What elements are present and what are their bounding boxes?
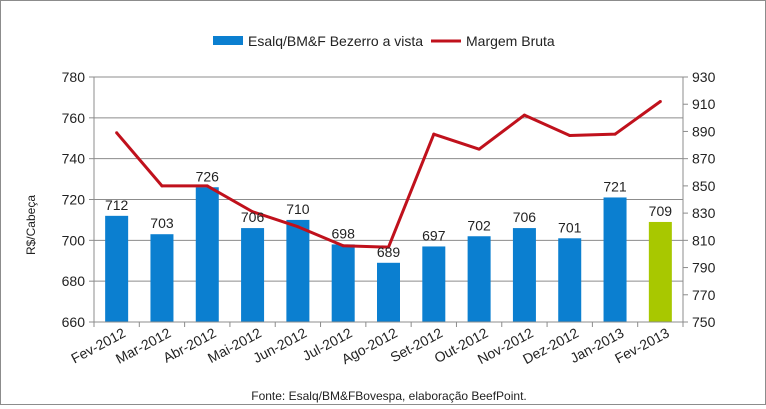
line-point: [296, 225, 300, 229]
y-right-tick-label: 850: [692, 178, 716, 194]
y-right-tick-label: 770: [692, 287, 716, 303]
line-series: [115, 100, 662, 249]
bar: [422, 246, 446, 322]
y-right-tick-label: 890: [692, 123, 716, 139]
line-point: [477, 147, 481, 151]
y-left-tick-label: 660: [62, 314, 86, 330]
line-point: [522, 113, 526, 117]
bar-value-label: 721: [603, 178, 627, 194]
y-left-tick-label: 680: [62, 273, 86, 289]
line-point: [341, 244, 345, 248]
bar-value-label: 726: [196, 168, 220, 184]
bar: [150, 234, 174, 322]
bar-value-label: 706: [241, 209, 265, 225]
line-point: [432, 132, 436, 136]
line-point: [613, 132, 617, 136]
y-right-tick-label: 930: [692, 69, 716, 85]
line-point: [658, 100, 662, 103]
bar-value-label: 706: [513, 209, 537, 225]
bar: [558, 238, 582, 322]
data-labels: 712 703 726 706 710 698 689 697 702 706 701 721 709: [105, 168, 672, 260]
bar: [331, 244, 355, 322]
bar: [467, 236, 491, 322]
bar: [648, 221, 672, 322]
y-left-tick-label: 760: [62, 110, 86, 126]
bar-value-label: 697: [422, 227, 446, 243]
bar: [105, 215, 129, 322]
bar: [603, 197, 627, 322]
y-right-tick-label: 870: [692, 151, 716, 167]
y-left-tick-label: 700: [62, 232, 86, 248]
bar: [377, 262, 400, 322]
line-point: [205, 184, 209, 188]
bar: [195, 187, 219, 322]
y-left-tick-label: 780: [62, 69, 86, 85]
legend: Esalq/BM&F Bezerro a vista Margem Bruta: [213, 33, 555, 49]
y-right-tick-label: 830: [692, 205, 716, 221]
y-left-tick-label: 740: [62, 151, 86, 167]
bar: [241, 228, 265, 322]
y-right-tick-label: 810: [692, 232, 716, 248]
y-right-tick-label: 910: [692, 96, 716, 112]
source-note: Fonte: Esalq/BM&FBovespa, elaboração Bee…: [251, 389, 527, 403]
line-point: [115, 131, 119, 135]
bar-value-label: 701: [558, 219, 582, 235]
bar-value-label: 703: [150, 215, 174, 231]
bar-value-label: 689: [377, 244, 401, 260]
bar-value-label: 710: [286, 201, 310, 217]
bar-value-label: 702: [467, 217, 491, 233]
y-right-tick-label: 790: [692, 260, 716, 276]
bar: [512, 228, 536, 322]
y-axis-left-title: R$/Cabeça: [24, 195, 38, 255]
legend-bar-label: Esalq/BM&F Bezerro a vista: [248, 33, 423, 49]
bar-series: [105, 187, 672, 322]
line-point: [251, 210, 255, 214]
legend-line-label: Margem Bruta: [466, 33, 555, 49]
y-right-tick-label: 750: [692, 314, 716, 330]
bar-value-label: 709: [649, 203, 673, 219]
bar-value-label: 712: [105, 197, 129, 213]
line-point: [387, 245, 390, 249]
line-point: [160, 184, 164, 188]
line-point: [568, 134, 572, 138]
bar: [286, 219, 310, 322]
y-left-tick-label: 720: [62, 192, 86, 208]
bar-value-label: 698: [332, 225, 356, 241]
legend-bar-swatch: [213, 36, 243, 45]
